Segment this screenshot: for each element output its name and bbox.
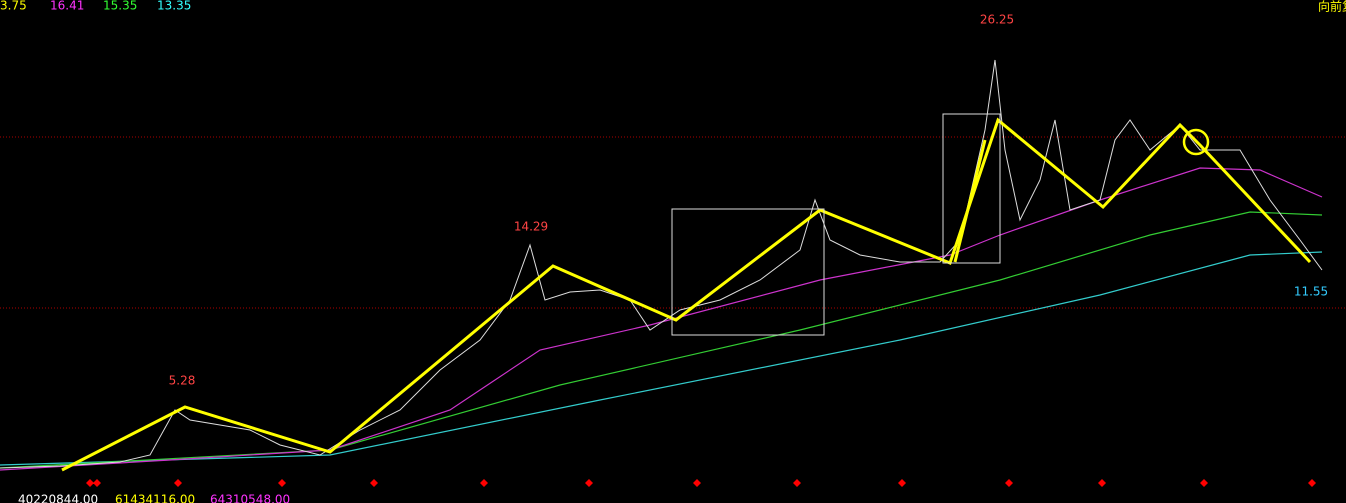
volume-legend: 64310548.00 xyxy=(210,493,290,503)
price-label: 26.25 xyxy=(980,13,1014,27)
legend-ma2: 16.41 xyxy=(50,0,84,13)
ma-line-cyan xyxy=(0,251,1323,466)
highlight-box xyxy=(942,113,1001,264)
signal-marker xyxy=(86,479,1316,487)
adjust-mode[interactable]: 向前复 xyxy=(1318,0,1346,14)
legend-ma1: 3.75 xyxy=(0,0,27,13)
trend-line xyxy=(953,139,987,263)
trend-arrows xyxy=(61,117,1312,472)
ma-line-green xyxy=(0,211,1323,469)
price-line xyxy=(0,59,1323,469)
legend-ma4: 13.35 xyxy=(157,0,191,13)
highlight-box xyxy=(671,208,825,336)
volume-legend: 40220844.00 xyxy=(18,493,98,503)
price-label: 5.28 xyxy=(169,374,196,388)
price-label: 11.55 xyxy=(1294,285,1328,299)
signal-markers xyxy=(86,479,1316,487)
trend-line xyxy=(61,117,1312,472)
highlight-circle xyxy=(1182,128,1210,156)
volume-legend: 61434116.00 xyxy=(115,493,195,503)
price-label: 14.29 xyxy=(514,220,548,234)
ma-line-magenta xyxy=(0,167,1323,471)
legend-ma3: 15.35 xyxy=(103,0,137,13)
